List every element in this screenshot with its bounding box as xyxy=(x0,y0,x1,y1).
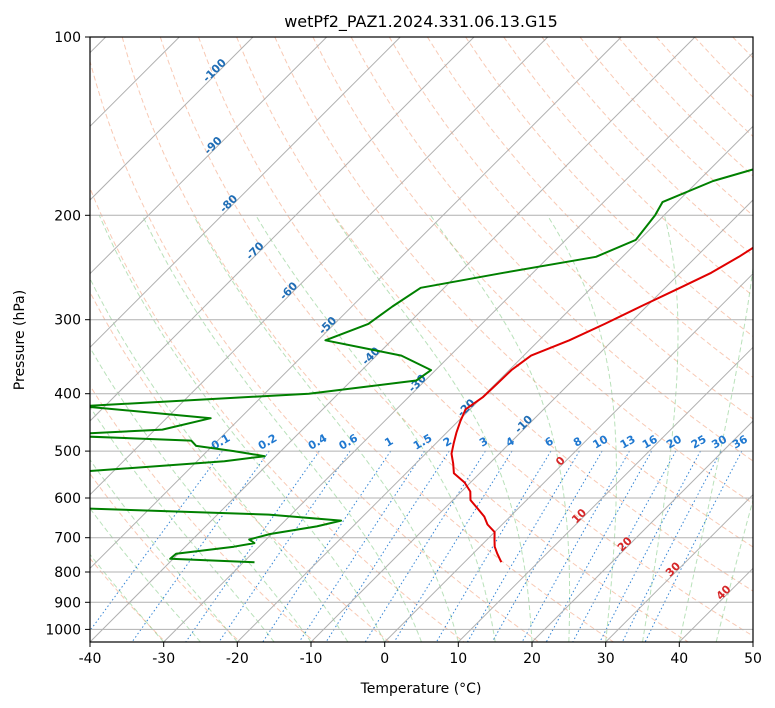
isotherm xyxy=(457,346,753,642)
pressure-gridlines xyxy=(90,37,753,630)
moist-adiabat xyxy=(193,215,459,642)
isotherm xyxy=(531,420,753,642)
x-axis: -40 -30 -20 -10 0 10 20 30 40 50 xyxy=(79,642,762,667)
mixing-ratio-line xyxy=(644,450,743,642)
isotherm xyxy=(163,51,753,642)
x-tick-label: 20 xyxy=(523,651,541,667)
moist-adiabat xyxy=(90,553,165,642)
mixing-ratio-line xyxy=(185,450,320,642)
x-tick-label: -40 xyxy=(79,651,102,667)
chart-title: wetPf2_PAZ1.2024.331.06.13.G15 xyxy=(284,12,558,32)
background-lines xyxy=(90,37,753,642)
y-tick-label: 600 xyxy=(54,491,81,507)
y-tick-label: 400 xyxy=(54,387,81,403)
y-tick-label: 300 xyxy=(54,313,81,329)
x-tick-label: 0 xyxy=(380,651,389,667)
y-tick-label: 500 xyxy=(54,444,81,460)
isotherm xyxy=(90,37,254,201)
mixing-ratio-line xyxy=(572,450,677,642)
mixing-ratio-line xyxy=(262,450,392,642)
x-tick-label: 30 xyxy=(597,651,615,667)
isotherm xyxy=(236,125,753,642)
x-tick-label: -20 xyxy=(226,651,249,667)
isotherm xyxy=(384,272,753,642)
moist-adiabat xyxy=(715,497,753,642)
isotherm xyxy=(605,493,753,642)
dewpoint-profile-line xyxy=(90,168,753,564)
dry-adiabat xyxy=(388,37,753,420)
dry-adiabat xyxy=(90,384,316,642)
profile-series xyxy=(90,168,753,564)
mixing-ratio-line xyxy=(621,450,722,642)
dry-adiabat xyxy=(236,37,753,592)
moist-adiabat xyxy=(90,507,201,642)
y-tick-label: 200 xyxy=(54,208,81,224)
dry-adiabat xyxy=(503,37,753,297)
mixing-ratio-line xyxy=(545,450,653,642)
dry-adiabat xyxy=(350,37,753,462)
mixing-ratio-line xyxy=(218,450,351,642)
moist-adiabat xyxy=(255,215,496,642)
moist-adiabat xyxy=(90,458,238,642)
moist-adiabat xyxy=(90,346,312,642)
x-tick-label: -30 xyxy=(152,651,175,667)
x-tick-label: -10 xyxy=(300,651,323,667)
mixing-ratio-line xyxy=(491,450,603,642)
dry-adiabat xyxy=(312,37,753,505)
y-tick-label: 1000 xyxy=(45,622,81,638)
moist-adiabat xyxy=(90,277,349,642)
dry-adiabat xyxy=(90,186,465,642)
isotherm xyxy=(90,37,549,496)
isotherm xyxy=(310,199,753,642)
isotherm xyxy=(90,37,696,642)
moist-adiabat xyxy=(546,215,617,642)
mixing-ratio-line xyxy=(521,450,630,642)
dry-adiabat xyxy=(426,37,753,378)
mixing-ratio-line xyxy=(599,450,701,642)
dry-adiabat xyxy=(90,291,390,642)
moist-adiabat xyxy=(678,264,753,642)
isotherm xyxy=(90,37,622,570)
x-tick-label: 10 xyxy=(449,651,467,667)
x-tick-label: 50 xyxy=(744,651,762,667)
temperature-profile-line xyxy=(450,246,753,563)
y-tick-label: 700 xyxy=(54,531,81,547)
y-tick-label: 900 xyxy=(54,595,81,611)
isotherm xyxy=(90,37,328,275)
dry-adiabat xyxy=(465,37,753,338)
moist-adiabat xyxy=(642,215,679,642)
dry-adiabat xyxy=(90,472,241,642)
plot-frame xyxy=(89,36,754,643)
y-axis: 100 200 300 400 500 600 700 800 900 1000 xyxy=(45,30,90,638)
moist-adiabat xyxy=(430,215,571,642)
y-tick-label: 100 xyxy=(54,30,81,46)
moist-adiabat xyxy=(98,215,386,642)
dry-adiabat xyxy=(159,37,689,642)
y-tick-label: 800 xyxy=(54,565,81,581)
mixing-ratio-line xyxy=(298,450,425,642)
isotherm xyxy=(90,37,401,349)
isotherm xyxy=(90,37,475,422)
dry-adiabat xyxy=(90,59,540,642)
dry-adiabat xyxy=(121,37,614,642)
x-tick-label: 40 xyxy=(670,651,688,667)
y-axis-title: Pressure (hPa) xyxy=(12,290,28,390)
mixing-ratio-line xyxy=(90,450,223,632)
moist-adiabat xyxy=(141,215,422,642)
x-axis-title: Temperature (°C) xyxy=(360,681,482,697)
